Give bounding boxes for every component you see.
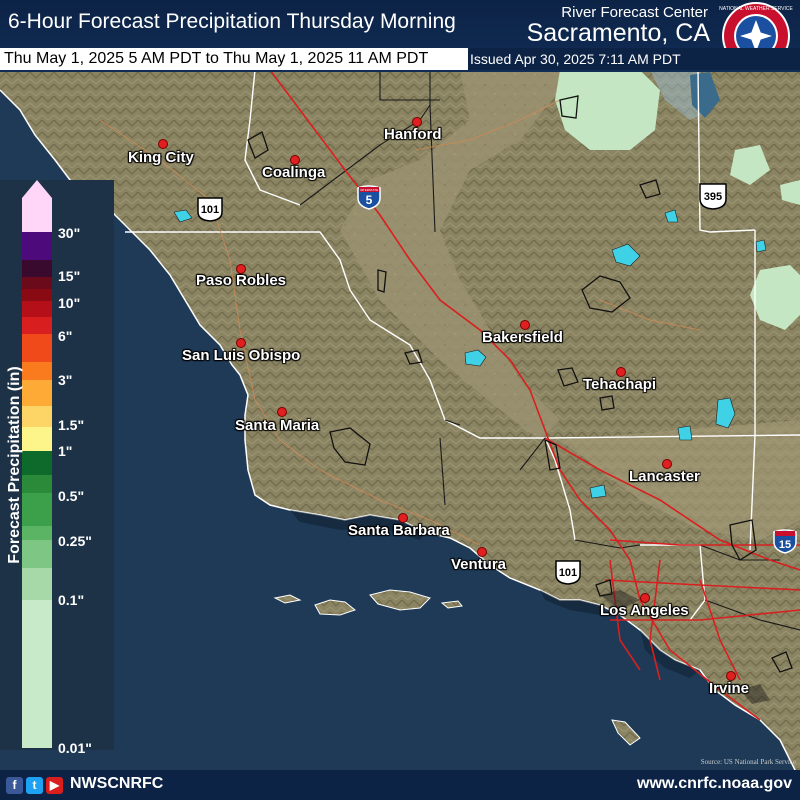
us-395-number: 395 — [704, 191, 722, 203]
city-label-santa-maria: Santa Maria — [235, 417, 320, 434]
legend-swatch — [22, 600, 52, 748]
city-label-paso-robles: Paso Robles — [196, 272, 287, 289]
map-title: 6-Hour Forecast Precipitation Thursday M… — [8, 10, 456, 33]
city-label-tehachapi: Tehachapi — [583, 376, 657, 393]
city-label-bakersfield: Bakersfield — [482, 329, 563, 346]
city-marker — [662, 459, 672, 469]
city-marker — [477, 547, 487, 557]
legend-swatch — [22, 526, 52, 540]
us-101-shield-icon: 101 — [555, 560, 581, 585]
city-marker — [640, 593, 650, 603]
legend-label-6: 6" — [58, 328, 73, 344]
footer-bar: f t ▶ NWSCNRFC www.cnrfc.noaa.gov — [0, 770, 800, 800]
legend-label-1: 1" — [58, 443, 73, 459]
youtube-icon[interactable]: ▶ — [46, 777, 63, 794]
legend-swatch — [22, 334, 52, 362]
legend-swatch — [22, 406, 52, 427]
us-395-shield-icon: 395 — [699, 183, 727, 210]
interstate-5-shield-icon: INTERSTATE 5 — [357, 185, 381, 210]
twitter-icon[interactable]: t — [26, 777, 43, 794]
legend-swatch — [22, 427, 52, 451]
legend-swatch — [22, 568, 52, 600]
legend-swatch — [22, 301, 52, 317]
terrain-map — [0, 70, 800, 770]
city-marker — [520, 320, 530, 330]
city-label-irvine: Irvine — [709, 680, 750, 697]
city-label-santa-barbara: Santa Barbara — [348, 522, 450, 539]
precip-legend: Forecast Precipitation (in) 30" 15" 10" … — [0, 180, 114, 756]
us-101-shield-icon: 101 — [197, 197, 223, 222]
interstate-15-shield-icon: 15 — [773, 529, 797, 554]
legend-swatch — [22, 380, 52, 406]
city-marker — [236, 264, 246, 274]
legend-label-30: 30" — [58, 225, 81, 241]
legend-arrow — [22, 180, 52, 198]
header-bar: 6-Hour Forecast Precipitation Thursday M… — [0, 0, 800, 72]
interstate-5-word: INTERSTATE — [360, 188, 378, 192]
valid-time: Thu May 1, 2025 5 AM PDT to Thu May 1, 2… — [0, 48, 470, 70]
issued-time: Issued Apr 30, 2025 7:11 AM PDT — [468, 48, 800, 70]
legend-swatch — [22, 493, 52, 526]
city-label-coalinga: Coalinga — [262, 164, 326, 181]
interstate-5-number: 5 — [366, 193, 373, 207]
city-label-hanford: Hanford — [384, 126, 442, 143]
legend-title: Forecast Precipitation (in) — [6, 366, 23, 564]
legend-swatch — [22, 289, 52, 301]
city-marker — [398, 513, 408, 523]
social-icons: f t ▶ — [6, 777, 63, 794]
city-marker — [616, 367, 626, 377]
legend-label-0-1: 0.1" — [58, 592, 85, 608]
legend-label-15: 15" — [58, 268, 81, 284]
legend-swatch — [22, 277, 52, 289]
us-101-number: 101 — [201, 204, 219, 216]
legend-swatch — [22, 362, 52, 380]
us-101-number: 101 — [559, 567, 577, 579]
social-handle[interactable]: NWSCNRFC — [70, 775, 164, 792]
legend-swatch — [22, 317, 52, 334]
legend-label-3: 3" — [58, 372, 73, 388]
city-label-king-city: King City — [128, 149, 194, 166]
legend-label-0-25: 0.25" — [58, 533, 92, 549]
interstate-15-number: 15 — [779, 539, 791, 551]
legend-label-10: 10" — [58, 295, 81, 311]
city-label-lancaster: Lancaster — [629, 468, 700, 485]
city-label-los-angeles: Los Angeles — [600, 602, 689, 619]
nws-logo-text: NATIONAL WEATHER SERVICE — [719, 6, 793, 12]
city-marker — [158, 139, 168, 149]
legend-label-0-01: 0.01" — [58, 740, 92, 756]
rfc-city: Sacramento, CA — [526, 19, 710, 47]
rfc-label: River Forecast Center — [561, 4, 708, 21]
city-marker — [290, 155, 300, 165]
facebook-icon[interactable]: f — [6, 777, 23, 794]
city-marker — [277, 407, 287, 417]
city-label-ventura: Ventura — [451, 556, 507, 573]
legend-swatch — [22, 198, 52, 232]
legend-swatch — [22, 260, 52, 277]
legend-swatch — [22, 451, 52, 475]
legend-label-0-5: 0.5" — [58, 488, 85, 504]
city-marker — [726, 671, 736, 681]
legend-swatch — [22, 232, 52, 260]
legend-colorbar — [22, 180, 52, 748]
legend-swatch — [22, 475, 52, 493]
city-label-san-luis-obispo: San Luis Obispo — [182, 347, 301, 364]
legend-label-1-5: 1.5" — [58, 417, 85, 433]
map-attribution: Source: US National Park Service — [700, 758, 796, 766]
legend-swatch — [22, 540, 52, 568]
city-marker — [412, 117, 422, 127]
website-link[interactable]: www.cnrfc.noaa.gov — [637, 775, 792, 792]
city-marker — [236, 338, 246, 348]
